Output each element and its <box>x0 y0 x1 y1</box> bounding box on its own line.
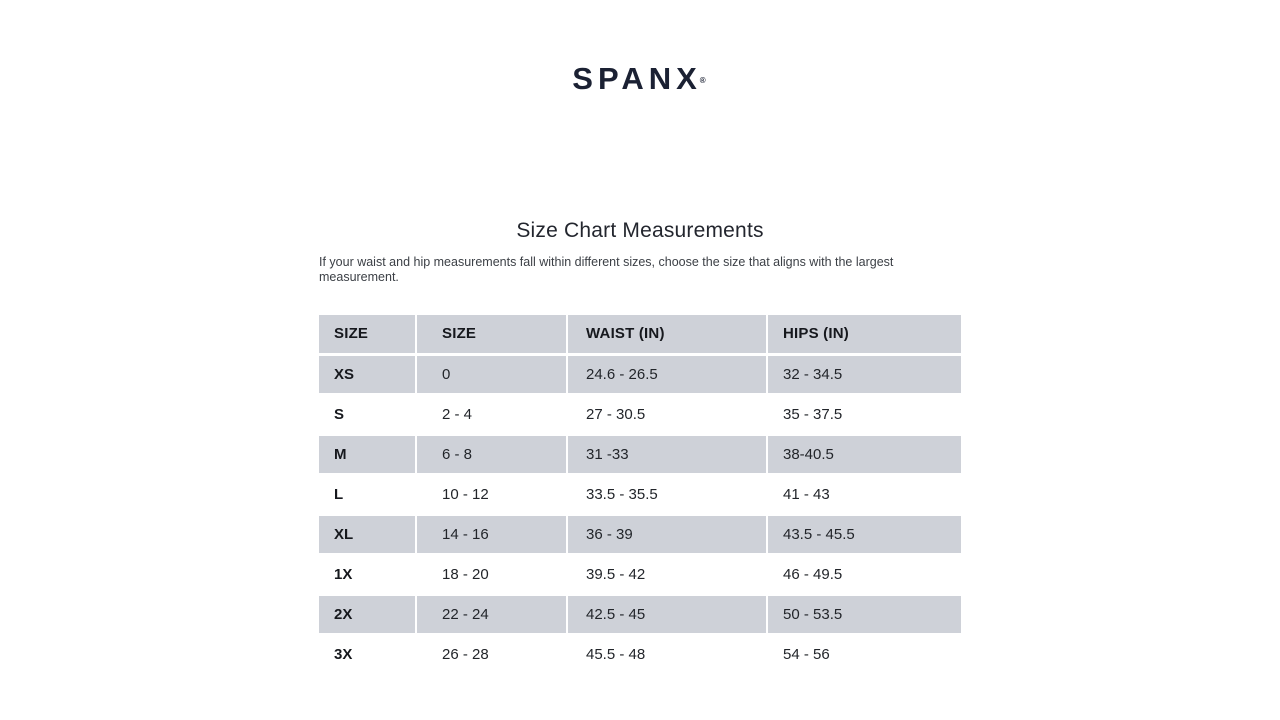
size-label-cell: M <box>319 432 416 474</box>
header-cell-hips: HIPS (IN) <box>766 315 961 354</box>
table-row-xs: XS 0 24.6 - 26.5 32 - 34.5 <box>319 352 961 394</box>
waist-range-cell: 27 - 30.5 <box>566 392 767 434</box>
hips-range-cell: 50 - 53.5 <box>766 592 961 634</box>
table-row-2x: 2X 22 - 24 42.5 - 45 50 - 53.5 <box>319 592 961 634</box>
size-label-cell: XS <box>319 352 416 394</box>
table-row-3x: 3X 26 - 28 45.5 - 48 54 - 56 <box>319 632 961 674</box>
size-range-cell: 18 - 20 <box>415 552 567 594</box>
hips-range-cell: 38-40.5 <box>766 432 961 474</box>
table-row-1x: 1X 18 - 20 39.5 - 42 46 - 49.5 <box>319 552 961 594</box>
size-guidance-note: If your waist and hip measurements fall … <box>319 255 894 284</box>
header-cell-size-number: SIZE <box>415 315 567 354</box>
size-range-cell: 0 <box>415 352 567 394</box>
size-label-cell: 2X <box>319 592 416 634</box>
size-range-cell: 14 - 16 <box>415 512 567 554</box>
size-range-cell: 6 - 8 <box>415 432 567 474</box>
table-row-l: L 10 - 12 33.5 - 35.5 41 - 43 <box>319 472 961 514</box>
registered-trademark-symbol: ® <box>699 76 706 85</box>
size-chart-table: SIZE SIZE WAIST (IN) HIPS (IN) XS 0 24.6… <box>319 315 961 674</box>
table-row-xl: XL 14 - 16 36 - 39 43.5 - 45.5 <box>319 512 961 554</box>
waist-range-cell: 31 -33 <box>566 432 767 474</box>
brand-logo-text: SPANX <box>572 61 702 96</box>
table-row-m: M 6 - 8 31 -33 38-40.5 <box>319 432 961 474</box>
header-cell-waist: WAIST (IN) <box>566 315 767 354</box>
waist-range-cell: 45.5 - 48 <box>566 632 767 674</box>
waist-range-cell: 24.6 - 26.5 <box>566 352 767 394</box>
waist-range-cell: 36 - 39 <box>566 512 767 554</box>
hips-range-cell: 54 - 56 <box>766 632 961 674</box>
size-label-cell: XL <box>319 512 416 554</box>
size-chart-content: Size Chart Measurements If your waist an… <box>319 218 961 674</box>
hips-range-cell: 32 - 34.5 <box>766 352 961 394</box>
hips-range-cell: 46 - 49.5 <box>766 552 961 594</box>
page-title: Size Chart Measurements <box>516 219 764 242</box>
waist-range-cell: 33.5 - 35.5 <box>566 472 767 514</box>
hips-range-cell: 35 - 37.5 <box>766 392 961 434</box>
table-header-row: SIZE SIZE WAIST (IN) HIPS (IN) <box>319 315 961 354</box>
table-row-s: S 2 - 4 27 - 30.5 35 - 37.5 <box>319 392 961 434</box>
waist-range-cell: 39.5 - 42 <box>566 552 767 594</box>
size-label-cell: L <box>319 472 416 514</box>
size-range-cell: 26 - 28 <box>415 632 567 674</box>
size-label-cell: 3X <box>319 632 416 674</box>
size-label-cell: S <box>319 392 416 434</box>
brand-logo: SPANX® <box>0 62 1280 96</box>
size-label-cell: 1X <box>319 552 416 594</box>
size-range-cell: 22 - 24 <box>415 592 567 634</box>
header-cell-size-label: SIZE <box>334 325 369 343</box>
size-range-cell: 2 - 4 <box>415 392 567 434</box>
size-chart-page: SPANX® Size Chart Measurements If your w… <box>0 62 1280 720</box>
waist-range-cell: 42.5 - 45 <box>566 592 767 634</box>
size-range-cell: 10 - 12 <box>415 472 567 514</box>
hips-range-cell: 41 - 43 <box>766 472 961 514</box>
hips-range-cell: 43.5 - 45.5 <box>766 512 961 554</box>
